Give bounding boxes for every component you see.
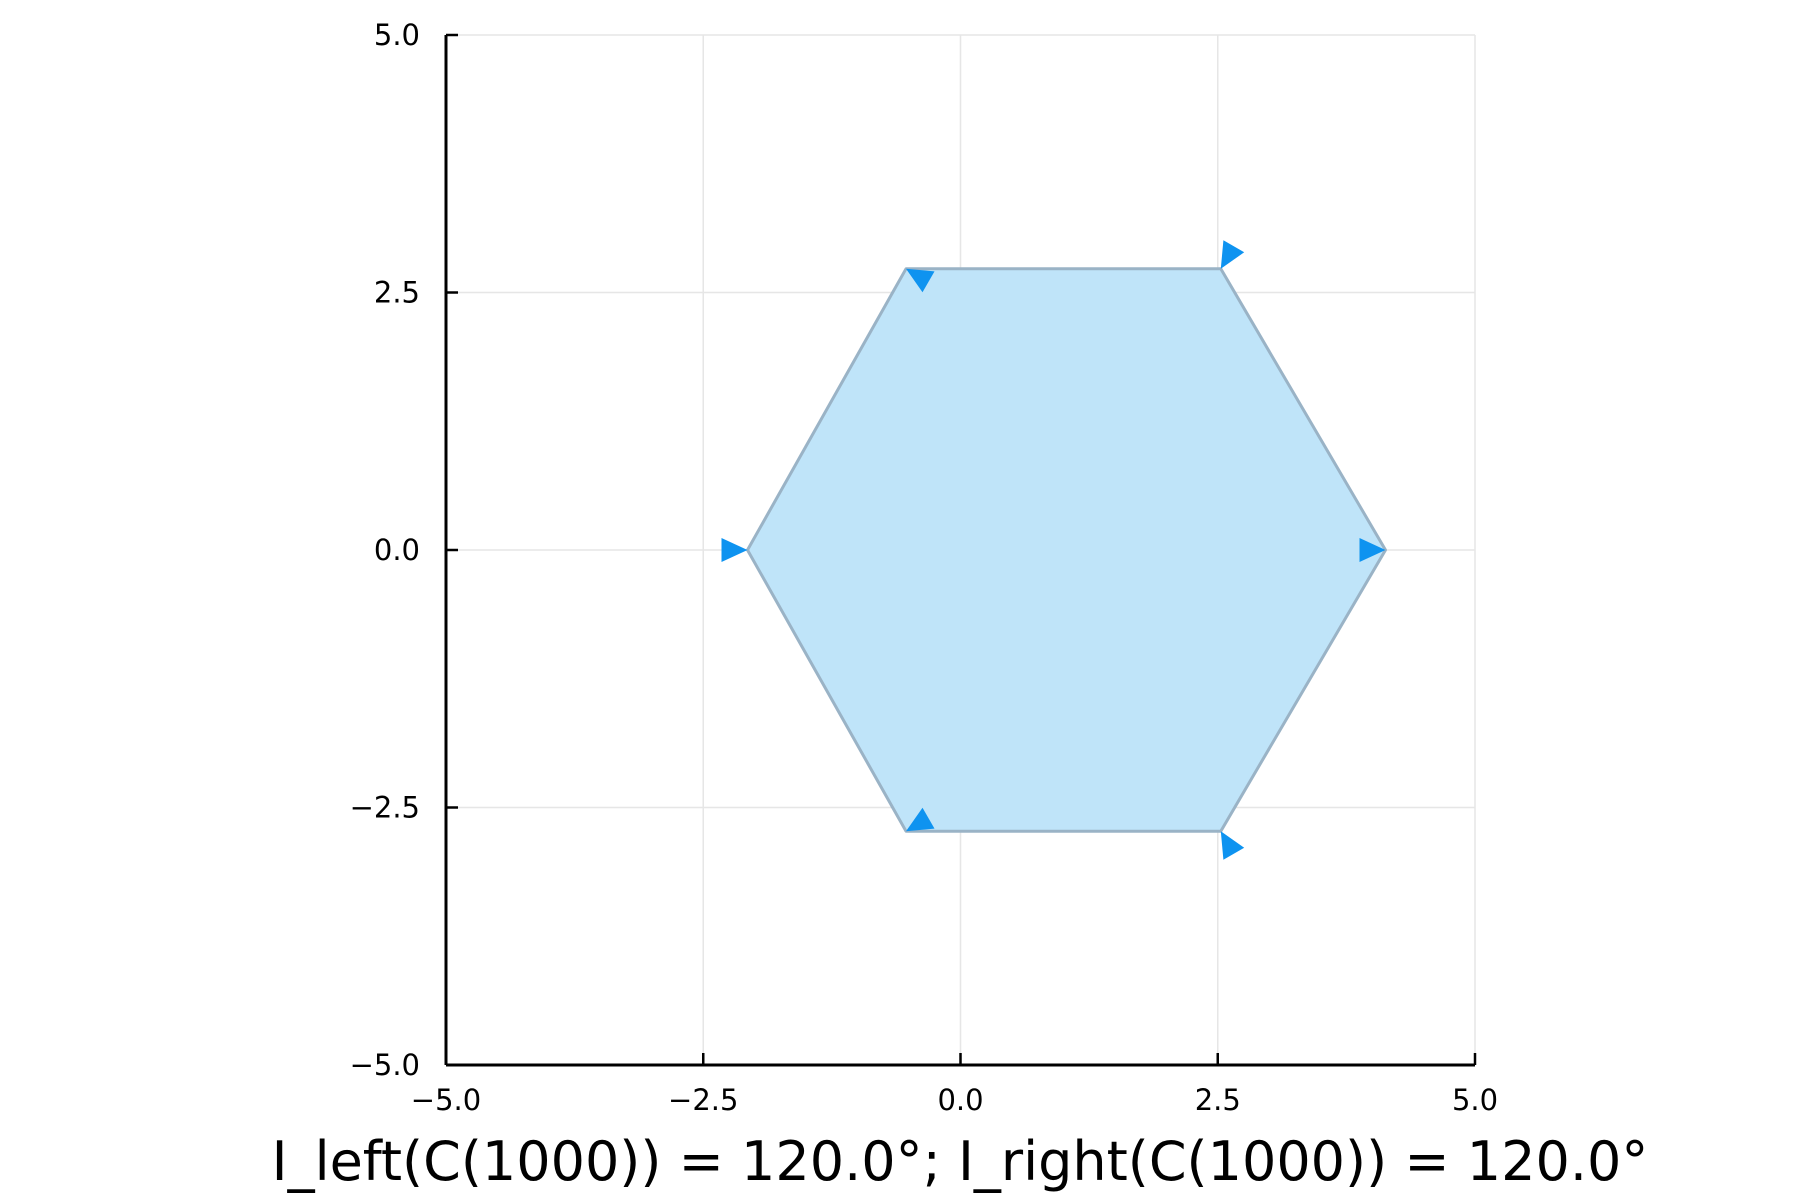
y-tick-label-0: −5.0 — [350, 1048, 420, 1082]
arrow-marker-4 — [906, 807, 935, 832]
tick-labels: −5.0 −2.5 0.0 2.5 5.0 −5.0 −2.5 0.0 2.5 5.0 — [350, 18, 1498, 1117]
x-tick-label-0: −5.0 — [411, 1083, 481, 1117]
arrow-marker-1 — [1220, 240, 1245, 269]
y-tick-label-4: 5.0 — [374, 18, 420, 52]
x-tick-label-1: −2.5 — [668, 1083, 738, 1117]
x-tick-label-3: 2.5 — [1195, 1083, 1241, 1117]
hexagon-polygon — [746, 267, 1387, 833]
arrow-marker-2 — [906, 268, 935, 293]
y-tick-label-3: 2.5 — [374, 276, 420, 310]
y-tick-label-1: −2.5 — [350, 791, 420, 825]
hexagon-layer — [746, 267, 1387, 833]
x-axis-label: I_left(C(1000)) = 120.0°; I_right(C(1000… — [272, 1130, 1649, 1193]
y-tick-label-2: 0.0 — [374, 533, 420, 567]
x-tick-label-2: 0.0 — [937, 1083, 983, 1117]
arrow-marker-0 — [1359, 538, 1386, 562]
arrow-marker-3 — [721, 538, 748, 562]
arrow-marker-5 — [1220, 831, 1245, 860]
x-tick-label-4: 5.0 — [1452, 1083, 1498, 1117]
arrow-markers — [721, 240, 1386, 860]
axes — [444, 33, 1477, 1067]
